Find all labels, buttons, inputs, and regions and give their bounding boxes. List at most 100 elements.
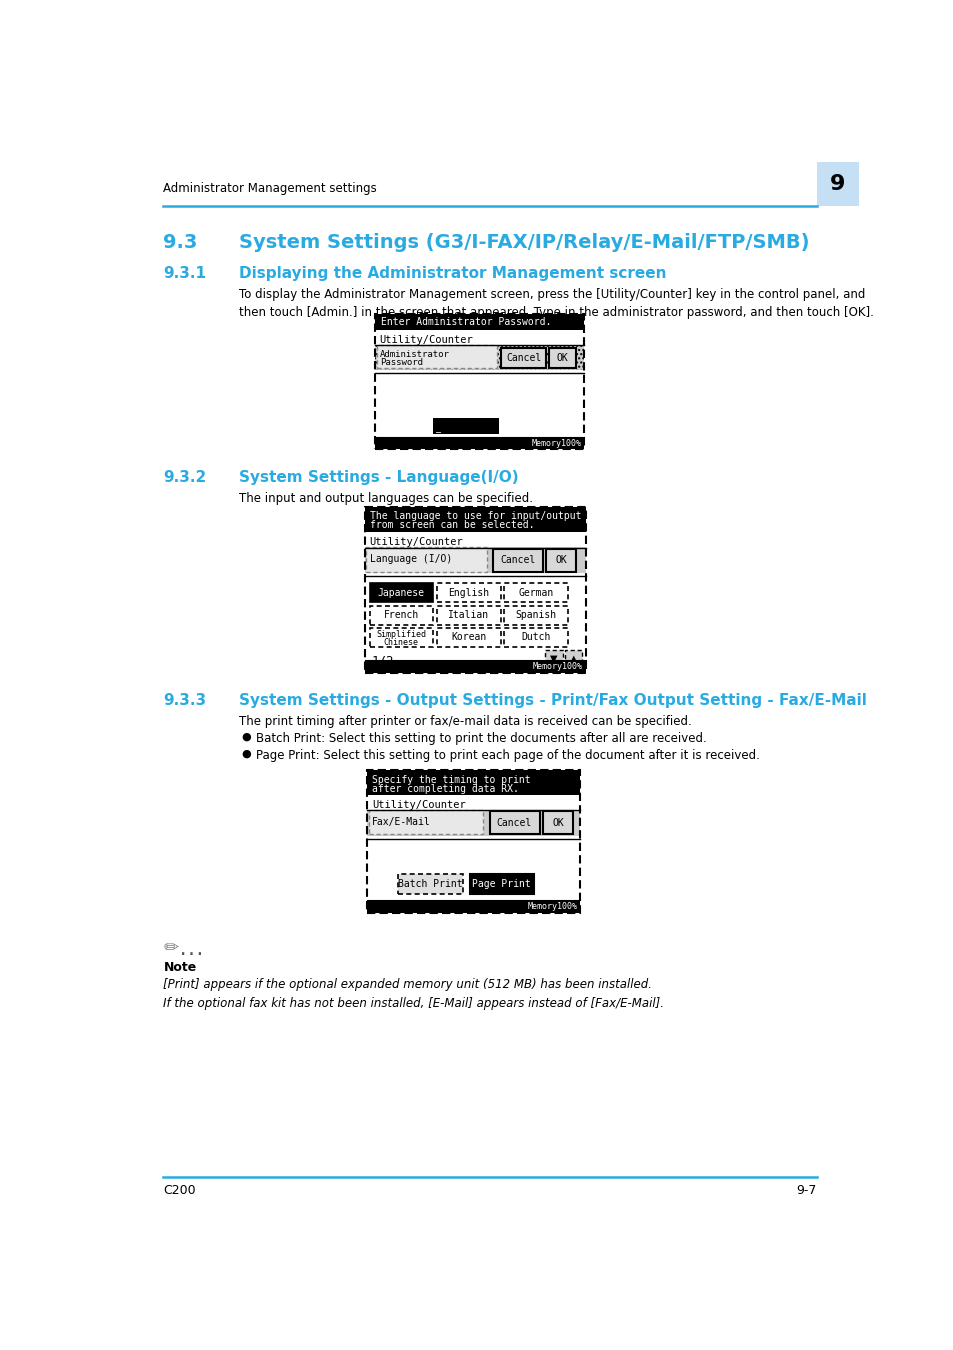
Text: from screen can be selected.: from screen can be selected. [369, 521, 534, 531]
Text: after completing data RX.: after completing data RX. [372, 784, 518, 794]
Bar [375, 315, 583, 450]
Bar [365, 547, 585, 574]
Text: Batch Print: Batch Print [397, 879, 462, 890]
Text: Utility/Counter: Utility/Counter [379, 335, 473, 344]
Bar [436, 606, 500, 625]
Text: Fax/E-Mail: Fax/E-Mail [372, 817, 430, 828]
Bar [489, 811, 539, 834]
Text: ...: ... [179, 944, 204, 957]
Text: Memory100%: Memory100% [531, 439, 580, 448]
Bar [500, 347, 546, 367]
Text: Enter Administrator Password.: Enter Administrator Password. [381, 317, 551, 327]
Text: Simplified: Simplified [375, 630, 426, 639]
Bar [367, 900, 579, 913]
Bar [469, 875, 534, 894]
Text: Korean: Korean [451, 632, 486, 643]
Text: Japanese: Japanese [377, 587, 424, 598]
Text: System Settings (G3/I-FAX/IP/Relay/E-Mail/FTP/SMB): System Settings (G3/I-FAX/IP/Relay/E-Mai… [239, 232, 809, 252]
Bar [545, 651, 562, 667]
Text: Page Print: Select this setting to print each page of the document after it is r: Page Print: Select this setting to print… [256, 749, 760, 761]
Bar [433, 418, 498, 433]
Text: Memory100%: Memory100% [532, 662, 582, 671]
Text: 9.3.2: 9.3.2 [163, 470, 207, 485]
Text: Batch Print: Select this setting to print the documents after all are received.: Batch Print: Select this setting to prin… [256, 732, 706, 745]
Bar [365, 508, 585, 672]
Bar [367, 771, 579, 913]
Bar [397, 875, 462, 894]
Bar [365, 508, 585, 672]
Bar [504, 606, 567, 625]
Bar [367, 771, 579, 795]
Bar [816, 162, 858, 207]
Text: The language to use for input/output: The language to use for input/output [369, 512, 580, 521]
Bar [369, 628, 433, 647]
Text: To display the Administrator Management screen, press the [Utility/Counter] key : To display the Administrator Management … [239, 288, 873, 319]
Text: 9.3.3: 9.3.3 [163, 694, 207, 709]
Text: C200: C200 [163, 1184, 196, 1197]
Text: ●: ● [241, 749, 251, 759]
Text: If the optional fax kit has not been installed, [E-Mail] appears instead of [Fax: If the optional fax kit has not been ins… [163, 998, 663, 1010]
Text: French: French [383, 610, 418, 620]
Text: Cancel: Cancel [506, 352, 541, 363]
Bar [504, 628, 567, 647]
Bar [542, 811, 572, 834]
Text: ✏: ✏ [163, 940, 178, 957]
Text: ▲: ▲ [569, 653, 577, 664]
Text: 1/2: 1/2 [371, 655, 394, 667]
Bar [365, 508, 585, 532]
Bar [369, 606, 433, 625]
Text: 9: 9 [829, 174, 844, 193]
Bar [564, 651, 581, 667]
Text: 9-7: 9-7 [796, 1184, 816, 1197]
Text: Italian: Italian [448, 610, 489, 620]
Text: OK: OK [552, 818, 563, 828]
Text: 9.3.1: 9.3.1 [163, 266, 206, 281]
Text: Specify the timing to print: Specify the timing to print [372, 775, 530, 784]
Bar [367, 810, 579, 836]
Text: Administrator Management settings: Administrator Management settings [163, 182, 376, 196]
Bar [546, 548, 575, 571]
Bar [365, 660, 585, 672]
Text: Cancel: Cancel [497, 818, 532, 828]
Text: Dutch: Dutch [521, 632, 550, 643]
Text: Note: Note [163, 961, 196, 975]
Bar [549, 347, 576, 367]
Bar [366, 547, 486, 571]
Text: ●: ● [241, 732, 251, 741]
Bar [375, 437, 583, 450]
Text: [Print] appears if the optional expanded memory unit (512 MB) has been installed: [Print] appears if the optional expanded… [163, 979, 652, 991]
Text: Displaying the Administrator Management screen: Displaying the Administrator Management … [239, 266, 666, 281]
Text: Utility/Counter: Utility/Counter [372, 801, 465, 810]
Bar [376, 346, 497, 369]
Text: Cancel: Cancel [499, 555, 535, 566]
Text: ▼: ▼ [550, 653, 558, 664]
Text: Utility/Counter: Utility/Counter [369, 537, 463, 547]
Text: The input and output languages can be specified.: The input and output languages can be sp… [239, 491, 533, 505]
Bar [436, 628, 500, 647]
Text: OK: OK [557, 352, 568, 363]
Bar [375, 315, 583, 329]
Text: Page Print: Page Print [472, 879, 531, 890]
Bar [504, 583, 567, 602]
Text: Password: Password [379, 358, 422, 367]
Text: English: English [448, 587, 489, 598]
Bar [375, 315, 583, 450]
Bar [369, 810, 483, 834]
Text: Memory100%: Memory100% [527, 902, 577, 911]
Bar [493, 548, 542, 571]
Text: Chinese: Chinese [383, 637, 418, 647]
Text: Spanish: Spanish [516, 610, 557, 620]
Text: OK: OK [555, 555, 566, 566]
Text: Administrator: Administrator [379, 350, 449, 359]
Text: _: _ [436, 424, 440, 433]
Text: The print timing after printer or fax/e-mail data is received can be specified.: The print timing after printer or fax/e-… [239, 716, 691, 728]
Bar [369, 583, 433, 602]
Text: Language (I/O): Language (I/O) [369, 555, 452, 564]
Text: German: German [518, 587, 554, 598]
Text: 9.3: 9.3 [163, 232, 197, 252]
Bar [375, 346, 583, 370]
Bar [436, 583, 500, 602]
Text: System Settings - Output Settings - Print/Fax Output Setting - Fax/E-Mail: System Settings - Output Settings - Prin… [239, 694, 866, 709]
Text: System Settings - Language(I/O): System Settings - Language(I/O) [239, 470, 518, 485]
Bar [367, 771, 579, 913]
